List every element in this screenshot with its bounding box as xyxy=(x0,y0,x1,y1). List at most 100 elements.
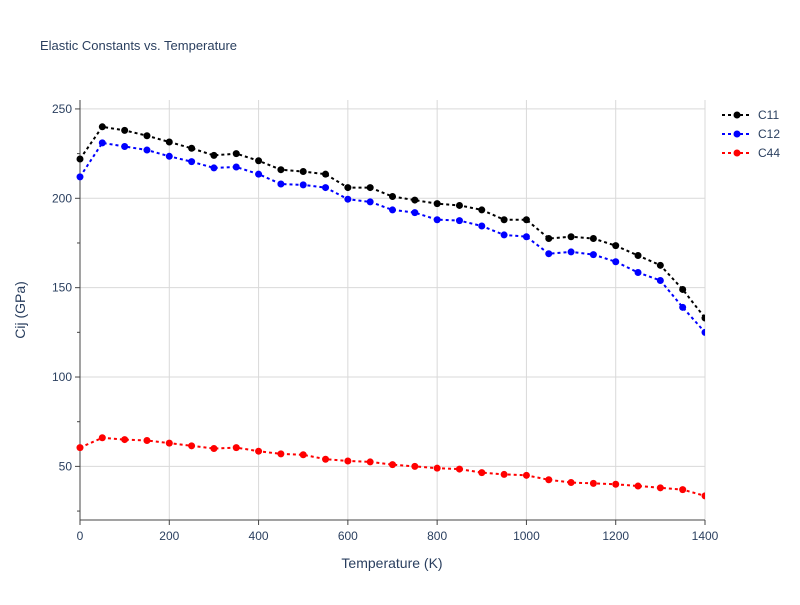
data-point-c11[interactable] xyxy=(478,206,486,214)
data-point-c11[interactable] xyxy=(389,193,396,201)
data-point-c11[interactable] xyxy=(366,184,374,192)
data-point-c44[interactable] xyxy=(322,455,330,463)
data-point-c11[interactable] xyxy=(455,201,463,209)
data-point-c12[interactable] xyxy=(589,251,597,259)
data-point-c12[interactable] xyxy=(165,152,173,160)
data-point-c11[interactable] xyxy=(433,200,441,208)
data-point-c11[interactable] xyxy=(121,126,129,134)
series-layer xyxy=(76,123,709,500)
data-point-c11[interactable] xyxy=(567,233,575,241)
data-point-c11[interactable] xyxy=(76,155,84,163)
data-point-c44[interactable] xyxy=(188,442,196,450)
legend-item-c12[interactable]: C12 xyxy=(722,127,780,141)
data-point-c12[interactable] xyxy=(545,250,553,258)
data-point-c11[interactable] xyxy=(143,132,151,140)
data-point-c11[interactable] xyxy=(344,184,352,192)
data-point-c44[interactable] xyxy=(589,479,597,487)
data-point-c11[interactable] xyxy=(98,123,106,131)
data-point-c11[interactable] xyxy=(656,261,664,269)
y-tick-label: 250 xyxy=(52,102,72,116)
data-point-c11[interactable] xyxy=(255,157,263,165)
data-point-c44[interactable] xyxy=(701,492,709,500)
data-point-c12[interactable] xyxy=(299,181,307,189)
data-point-c11[interactable] xyxy=(411,196,419,204)
data-point-c44[interactable] xyxy=(344,457,352,465)
data-point-c12[interactable] xyxy=(210,164,218,172)
data-point-c12[interactable] xyxy=(522,233,530,241)
data-point-c44[interactable] xyxy=(500,470,508,478)
data-point-c11[interactable] xyxy=(701,314,709,322)
data-point-c12[interactable] xyxy=(701,328,709,336)
data-point-c44[interactable] xyxy=(433,464,441,472)
legend-swatch-marker xyxy=(733,130,741,138)
series-line-c11 xyxy=(79,125,705,319)
data-point-c44[interactable] xyxy=(121,436,129,444)
data-point-c11[interactable] xyxy=(322,170,330,178)
data-point-c44[interactable] xyxy=(232,444,240,452)
data-point-c11[interactable] xyxy=(634,251,642,259)
data-point-c12[interactable] xyxy=(255,170,263,178)
data-point-c12[interactable] xyxy=(143,146,151,154)
data-point-c44[interactable] xyxy=(612,480,620,488)
data-point-c44[interactable] xyxy=(98,434,106,442)
data-point-c11[interactable] xyxy=(679,285,687,293)
data-point-c44[interactable] xyxy=(656,484,664,492)
x-axis-label: Temperature (K) xyxy=(341,555,442,571)
legend-item-c44[interactable]: C44 xyxy=(722,146,780,160)
data-point-c12[interactable] xyxy=(679,303,687,311)
data-point-c44[interactable] xyxy=(210,445,218,453)
data-point-c11[interactable] xyxy=(589,235,597,243)
data-point-c44[interactable] xyxy=(455,465,463,473)
data-point-c12[interactable] xyxy=(612,258,620,266)
data-point-c11[interactable] xyxy=(522,216,530,224)
data-point-c11[interactable] xyxy=(232,150,240,158)
data-point-c11[interactable] xyxy=(165,138,173,146)
data-point-c44[interactable] xyxy=(255,447,263,455)
data-point-c12[interactable] xyxy=(76,173,84,181)
data-point-c11[interactable] xyxy=(210,151,218,159)
series-line-c12 xyxy=(79,141,705,333)
data-point-c12[interactable] xyxy=(389,206,396,214)
data-point-c44[interactable] xyxy=(277,450,285,458)
data-point-c11[interactable] xyxy=(545,235,553,243)
data-point-c12[interactable] xyxy=(656,277,664,285)
data-point-c44[interactable] xyxy=(411,462,419,470)
data-point-c11[interactable] xyxy=(612,242,620,250)
data-point-c12[interactable] xyxy=(232,163,240,171)
data-point-c44[interactable] xyxy=(143,436,151,444)
chart-title: Elastic Constants vs. Temperature xyxy=(40,38,237,53)
data-point-c12[interactable] xyxy=(411,209,419,217)
data-point-c44[interactable] xyxy=(567,478,575,486)
data-point-c44[interactable] xyxy=(679,486,687,494)
data-point-c44[interactable] xyxy=(634,482,642,490)
data-point-c12[interactable] xyxy=(366,198,374,206)
data-point-c12[interactable] xyxy=(500,231,508,239)
data-point-c12[interactable] xyxy=(344,195,352,203)
data-point-c12[interactable] xyxy=(188,158,196,166)
data-point-c12[interactable] xyxy=(433,216,441,224)
data-point-c12[interactable] xyxy=(98,139,106,147)
data-point-c44[interactable] xyxy=(522,471,530,479)
series-c11 xyxy=(76,123,709,322)
data-point-c12[interactable] xyxy=(322,184,330,192)
data-point-c12[interactable] xyxy=(277,180,285,188)
data-point-c11[interactable] xyxy=(188,144,196,152)
legend[interactable]: C11 C12 C44 xyxy=(722,108,780,160)
data-point-c11[interactable] xyxy=(500,216,508,224)
data-point-c12[interactable] xyxy=(478,222,486,230)
data-point-c12[interactable] xyxy=(567,248,575,256)
legend-item-c11[interactable]: C11 xyxy=(722,108,779,122)
data-point-c44[interactable] xyxy=(389,461,396,469)
data-point-c11[interactable] xyxy=(299,167,307,175)
data-point-c44[interactable] xyxy=(366,458,374,466)
data-point-c12[interactable] xyxy=(121,142,129,150)
data-point-c44[interactable] xyxy=(478,469,486,477)
data-point-c12[interactable] xyxy=(634,268,642,276)
data-point-c44[interactable] xyxy=(545,476,553,484)
data-point-c12[interactable] xyxy=(455,217,463,225)
data-point-c44[interactable] xyxy=(165,439,173,447)
legend-swatch-marker xyxy=(733,111,741,119)
data-point-c44[interactable] xyxy=(299,451,307,459)
data-point-c44[interactable] xyxy=(76,444,84,452)
data-point-c11[interactable] xyxy=(277,166,285,174)
